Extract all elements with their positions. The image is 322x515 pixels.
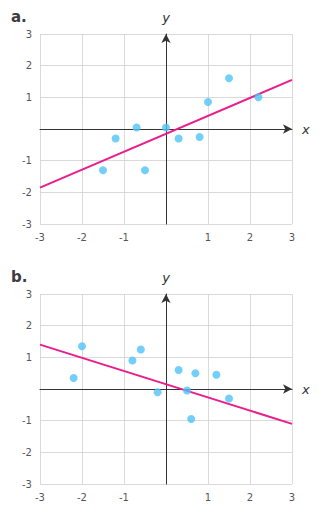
svg-text:-1: -1 bbox=[22, 415, 32, 426]
svg-text:3: 3 bbox=[26, 29, 32, 40]
svg-text:y: y bbox=[161, 270, 170, 285]
svg-text:b.: b. bbox=[11, 268, 27, 286]
svg-text:-1: -1 bbox=[22, 155, 32, 166]
svg-text:1: 1 bbox=[205, 492, 211, 503]
svg-text:1: 1 bbox=[26, 352, 32, 363]
svg-text:3: 3 bbox=[26, 289, 32, 300]
svg-text:2: 2 bbox=[247, 492, 253, 503]
svg-text:1: 1 bbox=[205, 232, 211, 243]
svg-text:2: 2 bbox=[247, 232, 253, 243]
svg-text:-3: -3 bbox=[35, 492, 45, 503]
svg-text:-1: -1 bbox=[119, 492, 129, 503]
svg-text:-2: -2 bbox=[77, 492, 87, 503]
svg-text:-2: -2 bbox=[77, 232, 87, 243]
svg-text:2: 2 bbox=[26, 60, 32, 71]
svg-text:-3: -3 bbox=[35, 232, 45, 243]
svg-text:-3: -3 bbox=[22, 219, 32, 230]
svg-text:3: 3 bbox=[289, 492, 295, 503]
svg-text:x: x bbox=[301, 122, 310, 137]
svg-text:1: 1 bbox=[26, 92, 32, 103]
svg-text:y: y bbox=[161, 10, 170, 25]
svg-text:-3: -3 bbox=[22, 479, 32, 490]
svg-text:-2: -2 bbox=[22, 447, 32, 458]
svg-text:-1: -1 bbox=[119, 232, 129, 243]
svg-text:2: 2 bbox=[26, 320, 32, 331]
svg-text:3: 3 bbox=[289, 232, 295, 243]
svg-text:-2: -2 bbox=[22, 187, 32, 198]
svg-text:x: x bbox=[301, 382, 310, 397]
svg-text:a.: a. bbox=[11, 8, 27, 26]
